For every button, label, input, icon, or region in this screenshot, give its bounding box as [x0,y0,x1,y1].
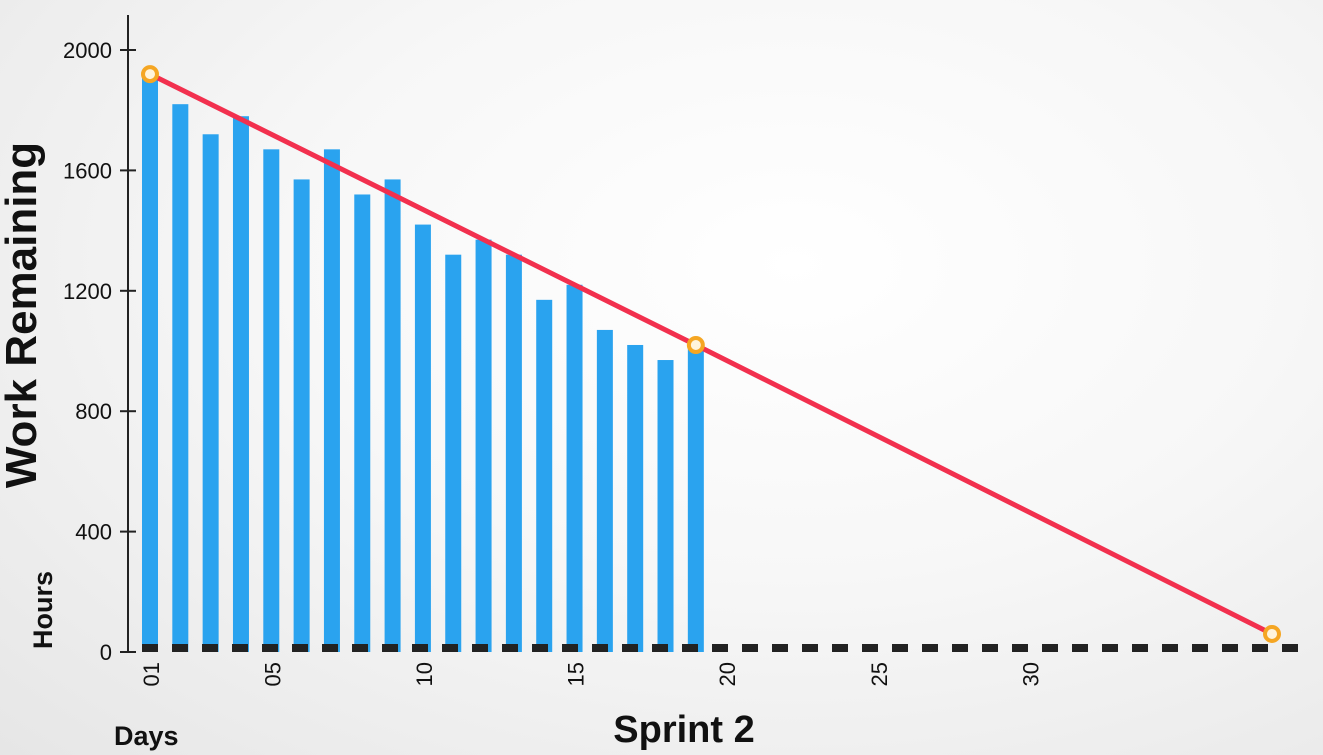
bar-day-14 [536,299,553,652]
x-axis-title: Sprint 2 [613,709,754,751]
bar-day-2 [172,104,189,653]
ideal-line-marker-1 [141,65,159,84]
bar-day-19 [687,344,704,652]
y-tick-label: 1200 [63,279,112,304]
y-tick-label: 800 [75,399,112,424]
bar-day-9 [384,179,401,652]
y-tick-label: 1600 [63,158,112,183]
y-ticks-group: 0 400 800 1200 1600 2000 [63,38,136,665]
bar-day-12 [475,239,492,652]
x-tick-label: 20 [715,662,740,686]
y-unit-label: Hours [28,571,58,649]
x-tick-label: 05 [260,662,285,686]
y-tick-label: 0 [100,640,112,665]
ideal-line-marker-3 [1263,624,1281,643]
bar-day-4 [232,116,249,653]
bars-group [142,74,704,653]
ideal-line [147,71,1275,637]
bar-day-11 [445,254,462,652]
bar-day-10 [414,224,431,652]
bar-day-16 [596,329,613,652]
ideal-line-group [141,65,1281,643]
bar-day-6 [293,179,310,652]
x-tick-label: 01 [139,662,164,686]
x-tick-label: 30 [1018,662,1043,686]
bar-day-18 [657,360,674,652]
ideal-line-marker-2 [686,335,705,354]
bar-day-8 [354,194,371,653]
y-tick-label: 2000 [63,38,112,63]
bar-day-5 [263,149,280,652]
y-tick-label: 400 [75,520,112,545]
x-tick-label: 10 [412,662,437,686]
bar-day-7 [323,149,340,652]
x-ticks-group: 01 05 10 15 20 25 30 [139,662,1043,686]
bar-day-3 [202,134,219,652]
y-axis-title: Work Remaining [0,142,46,488]
bar-day-15 [566,284,583,652]
bar-day-17 [627,344,644,652]
bar-day-1 [142,74,158,652]
x-tick-label: 15 [564,662,589,686]
bar-day-13 [505,254,522,652]
x-unit-label: Days [114,721,179,751]
x-tick-label: 25 [867,662,892,686]
